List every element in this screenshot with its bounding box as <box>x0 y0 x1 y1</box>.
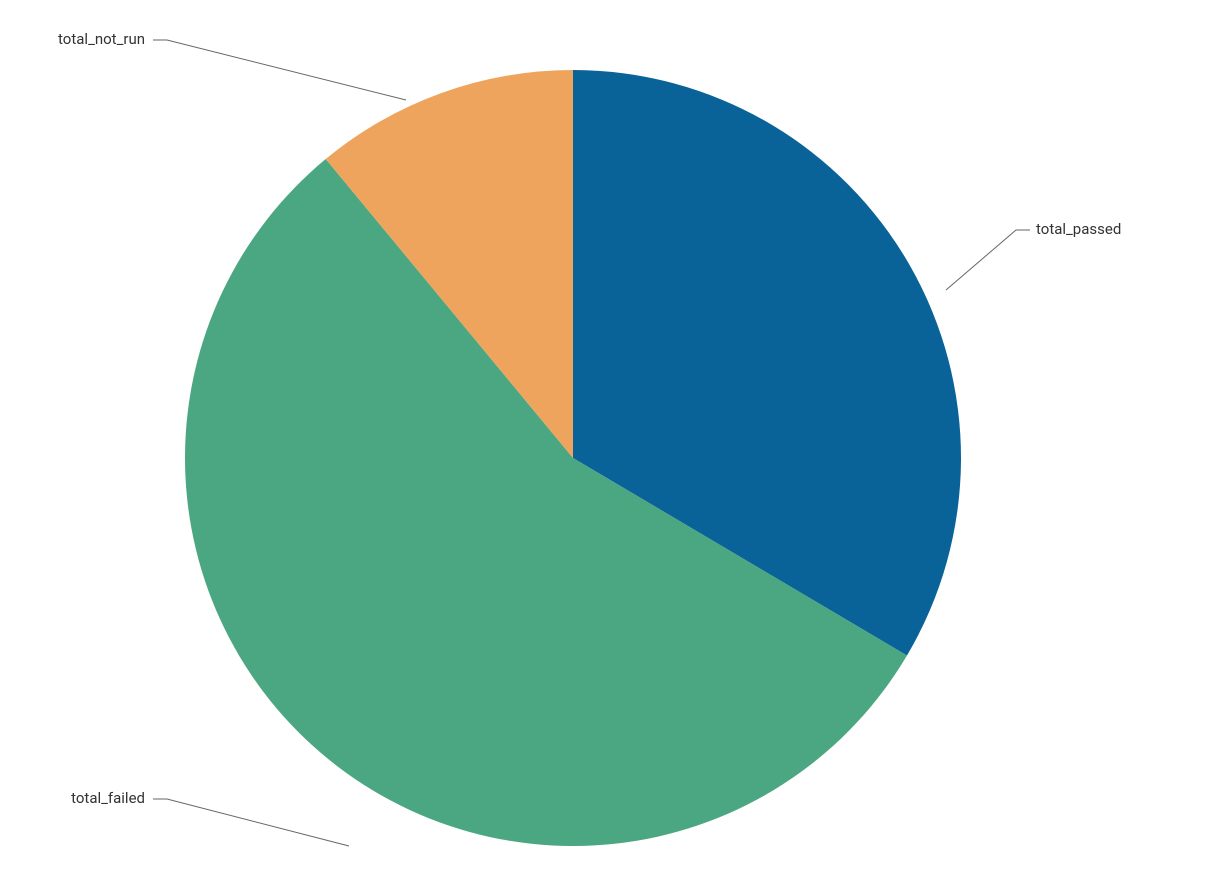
leader-line-total-failed <box>153 799 349 846</box>
pie-chart-svg: total_passed total_failed total_not_run <box>0 0 1217 891</box>
leader-line-total-not-run <box>153 40 406 100</box>
pie-chart-container: total_passed total_failed total_not_run <box>0 0 1217 891</box>
slice-label-total-not-run: total_not_run <box>58 30 145 48</box>
slice-label-total-passed: total_passed <box>1036 220 1121 238</box>
slice-label-total-failed: total_failed <box>71 789 145 807</box>
leader-line-total-passed <box>946 230 1030 290</box>
